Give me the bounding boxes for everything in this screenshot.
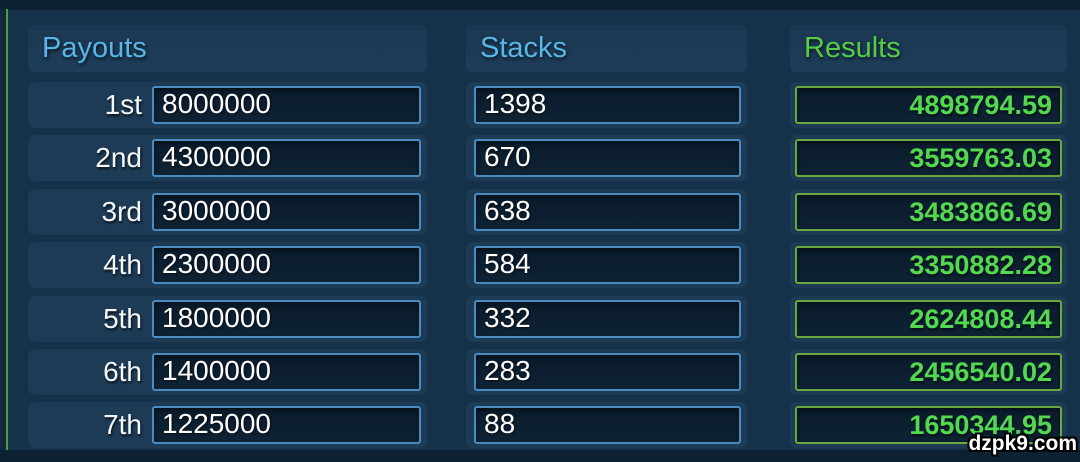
payout-rank-label: 3rd bbox=[101, 196, 142, 227]
results-header: Results bbox=[790, 25, 1067, 72]
result-row-3: 3483866.69 bbox=[790, 189, 1067, 235]
payout-rank-label: 2nd bbox=[95, 142, 142, 173]
payout-input-7[interactable] bbox=[152, 406, 421, 444]
watermark: dzpk9.com bbox=[968, 432, 1077, 455]
stack-input-6[interactable] bbox=[474, 353, 741, 391]
stack-input-7[interactable] bbox=[474, 406, 741, 444]
result-row-4: 3350882.28 bbox=[790, 242, 1067, 288]
stack-row-5 bbox=[466, 296, 747, 342]
stack-input-1[interactable] bbox=[474, 86, 741, 124]
payout-row-4: 4th bbox=[28, 242, 427, 288]
payout-row-6: 6th bbox=[28, 349, 427, 395]
result-row-7: 1650344.95 bbox=[790, 402, 1067, 448]
payout-row-7: 7th bbox=[28, 402, 427, 448]
payout-row-5: 5th bbox=[28, 296, 427, 342]
payout-input-4[interactable] bbox=[152, 246, 421, 284]
result-value-5: 2624808.44 bbox=[795, 300, 1062, 338]
left-accent-line bbox=[6, 9, 8, 450]
stack-row-7 bbox=[466, 402, 747, 448]
stack-input-2[interactable] bbox=[474, 139, 741, 177]
results-column: Results 4898794.59 3559763.03 3483866.69… bbox=[790, 0, 1067, 462]
result-value-3: 3483866.69 bbox=[795, 193, 1062, 231]
payout-input-3[interactable] bbox=[152, 193, 421, 231]
results-title: Results bbox=[804, 32, 901, 64]
result-value-6: 2456540.02 bbox=[795, 353, 1062, 391]
result-value-4: 3350882.28 bbox=[795, 246, 1062, 284]
stacks-header: Stacks bbox=[466, 25, 747, 72]
payout-rank-label: 5th bbox=[103, 303, 142, 334]
stack-row-1 bbox=[466, 82, 747, 128]
top-bar bbox=[0, 0, 1080, 10]
payout-row-1: 1st bbox=[28, 82, 427, 128]
payout-input-1[interactable] bbox=[152, 86, 421, 124]
result-row-5: 2624808.44 bbox=[790, 296, 1067, 342]
stacks-column: Stacks bbox=[466, 0, 747, 462]
payout-rank-label: 6th bbox=[103, 356, 142, 387]
stack-row-6 bbox=[466, 349, 747, 395]
payout-input-2[interactable] bbox=[152, 139, 421, 177]
payout-rank-label: 4th bbox=[103, 249, 142, 280]
stack-input-5[interactable] bbox=[474, 300, 741, 338]
stacks-title: Stacks bbox=[480, 32, 568, 64]
left-edge-strip bbox=[0, 9, 6, 450]
result-value-2: 3559763.03 bbox=[795, 139, 1062, 177]
result-row-1: 4898794.59 bbox=[790, 82, 1067, 128]
payouts-title: Payouts bbox=[42, 32, 147, 64]
result-value-1: 4898794.59 bbox=[795, 86, 1062, 124]
stack-row-2 bbox=[466, 135, 747, 181]
stack-row-3 bbox=[466, 189, 747, 235]
payout-row-2: 2nd bbox=[28, 135, 427, 181]
stack-input-3[interactable] bbox=[474, 193, 741, 231]
stack-input-4[interactable] bbox=[474, 246, 741, 284]
payouts-header: Payouts bbox=[28, 25, 427, 72]
bottom-bar bbox=[0, 450, 1080, 462]
result-row-6: 2456540.02 bbox=[790, 349, 1067, 395]
result-value-7: 1650344.95 bbox=[795, 406, 1062, 444]
payout-input-5[interactable] bbox=[152, 300, 421, 338]
payout-input-6[interactable] bbox=[152, 353, 421, 391]
payouts-column: Payouts 1st 2nd 3rd 4th 5th 6th 7th bbox=[28, 0, 427, 462]
payout-row-3: 3rd bbox=[28, 189, 427, 235]
payout-rank-label: 7th bbox=[103, 409, 142, 440]
payout-rank-label: 1st bbox=[104, 89, 142, 120]
stack-row-4 bbox=[466, 242, 747, 288]
result-row-2: 3559763.03 bbox=[790, 135, 1067, 181]
